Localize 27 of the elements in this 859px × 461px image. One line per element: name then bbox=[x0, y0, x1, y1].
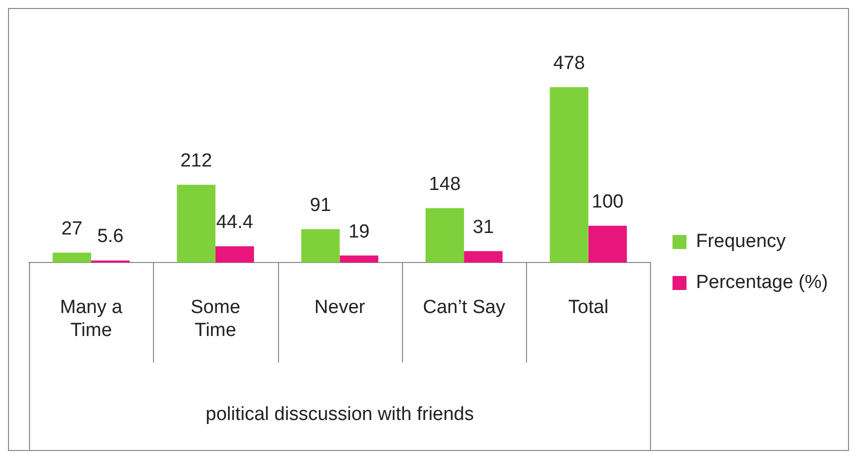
x-tick-label: Total bbox=[568, 297, 608, 318]
bar bbox=[215, 246, 254, 262]
bar bbox=[550, 87, 588, 262]
data-label: 31 bbox=[472, 216, 494, 238]
data-label: 100 bbox=[592, 192, 624, 213]
data-label: 212 bbox=[180, 150, 212, 172]
data-label: 19 bbox=[348, 221, 370, 242]
x-tick-label: Never bbox=[314, 297, 366, 318]
data-label: 148 bbox=[428, 174, 461, 195]
data-label: 91 bbox=[310, 194, 332, 216]
bar bbox=[176, 184, 216, 262]
bar bbox=[588, 226, 627, 262]
data-label: 5.6 bbox=[97, 226, 124, 248]
legend-label: Frequency bbox=[696, 231, 786, 252]
bar bbox=[464, 251, 503, 262]
x-tick-label: Some Time bbox=[190, 297, 240, 341]
data-label: 27 bbox=[61, 218, 82, 240]
bar bbox=[426, 208, 464, 262]
x-tick-label: Can’t Say bbox=[422, 297, 506, 318]
bar bbox=[301, 229, 340, 262]
data-label: 478 bbox=[553, 52, 585, 74]
bar bbox=[52, 252, 92, 262]
legend-label: Percentage (%) bbox=[696, 272, 828, 294]
data-label: 44.4 bbox=[216, 212, 254, 233]
bar bbox=[340, 256, 378, 262]
x-axis-title: political disscussion with friends bbox=[206, 404, 474, 425]
x-tick-label: Many a Time bbox=[60, 297, 123, 341]
